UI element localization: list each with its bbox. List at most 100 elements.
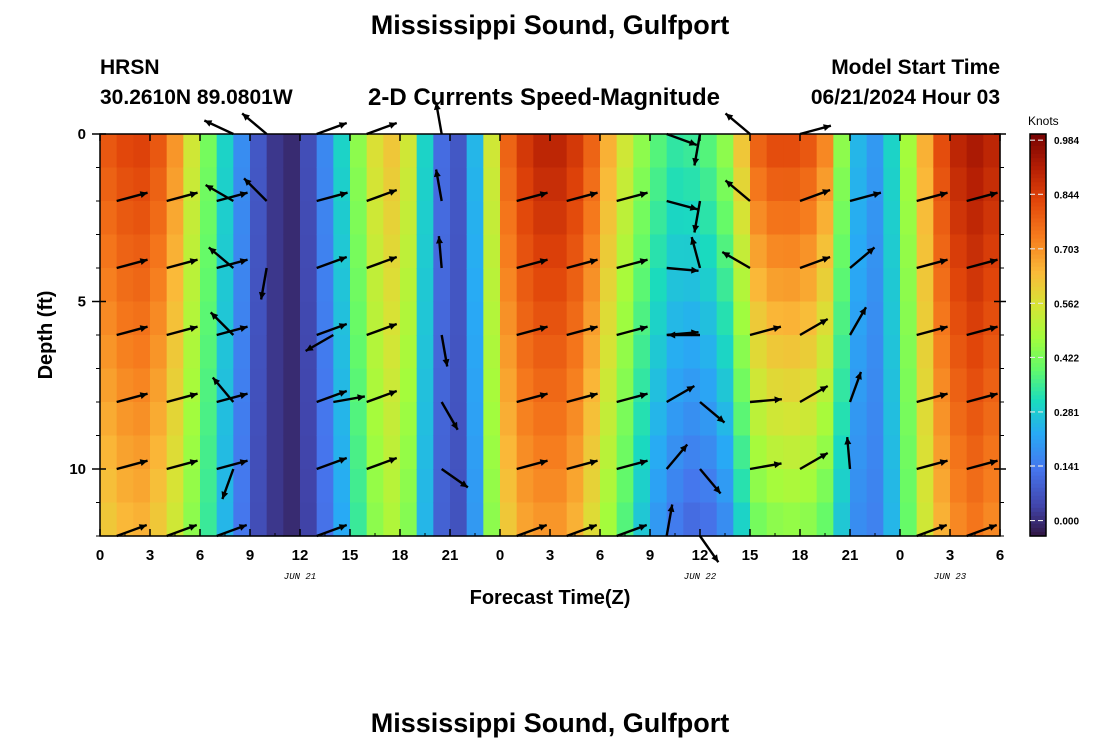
heat-cell	[200, 234, 218, 269]
current-arrow	[692, 200, 702, 233]
heat-cell	[433, 469, 451, 504]
colorbar-segment	[1030, 278, 1046, 284]
heat-cell	[583, 201, 601, 236]
heat-cell	[400, 435, 418, 470]
heat-cell	[850, 402, 868, 437]
heat-cell	[566, 134, 584, 169]
heat-cell	[450, 134, 468, 169]
heat-cell	[483, 234, 501, 269]
heat-cell	[866, 201, 884, 236]
colorbar-segment	[1030, 443, 1046, 449]
current-arrow	[916, 258, 948, 270]
heat-cell	[750, 134, 768, 169]
heat-cell	[150, 368, 168, 403]
heat-cell	[116, 268, 134, 303]
heat-cell	[633, 402, 651, 437]
heat-cell	[716, 335, 734, 370]
heat-cell	[766, 201, 784, 236]
heat-cell	[883, 469, 901, 504]
heat-cell	[800, 502, 818, 537]
heat-cell	[350, 335, 368, 370]
heat-cell	[983, 469, 1001, 504]
heat-cell	[683, 301, 701, 336]
heat-cell	[933, 469, 951, 504]
current-arrow	[616, 325, 648, 337]
heat-cell	[616, 368, 634, 403]
heat-cell	[666, 201, 684, 236]
heat-cell	[850, 268, 868, 303]
heat-cell	[483, 368, 501, 403]
heat-cell	[650, 402, 668, 437]
heat-cell	[600, 167, 618, 202]
heat-cell	[416, 201, 434, 236]
heat-cell	[400, 335, 418, 370]
colorbar-segment	[1030, 343, 1046, 348]
current-arrow	[666, 132, 698, 147]
heat-cell	[816, 268, 834, 303]
heat-cell	[116, 201, 134, 236]
heat-cell	[416, 134, 434, 169]
heat-cell	[266, 201, 284, 236]
heat-cell	[950, 502, 968, 537]
colorbar-segment	[1030, 330, 1046, 336]
heat-cell	[100, 167, 118, 202]
current-arrow	[916, 191, 948, 203]
heat-cell	[700, 167, 718, 202]
heat-cell	[500, 335, 518, 370]
heat-cell	[816, 201, 834, 236]
heat-cell	[100, 301, 118, 336]
heat-cell	[333, 368, 351, 403]
colorbar-segment	[1030, 266, 1046, 272]
heat-cell	[150, 502, 168, 537]
heat-cell	[650, 368, 668, 403]
heat-cell	[950, 435, 968, 470]
x-tick-label: 9	[646, 547, 654, 564]
heat-cell	[966, 201, 984, 236]
heat-cell	[783, 268, 801, 303]
heat-cell	[866, 234, 884, 269]
current-arrow	[616, 459, 648, 471]
heat-cell	[833, 502, 851, 537]
current-arrow	[316, 121, 348, 136]
heat-cell	[316, 469, 334, 504]
heat-cell	[283, 335, 301, 370]
current-arrow	[216, 258, 248, 270]
heat-cell	[566, 502, 584, 537]
heat-cell	[866, 402, 884, 437]
heat-cell	[500, 234, 518, 269]
heat-cell	[250, 201, 268, 236]
heat-cell	[833, 234, 851, 269]
heat-cell	[183, 201, 201, 236]
heat-cell	[216, 368, 234, 403]
heat-cell	[833, 368, 851, 403]
heat-cell	[700, 368, 718, 403]
heat-cell	[516, 167, 534, 202]
heat-cell	[350, 402, 368, 437]
heat-cell	[400, 402, 418, 437]
heat-cell	[700, 268, 718, 303]
heat-cell	[616, 134, 634, 169]
heat-cell	[266, 335, 284, 370]
heat-cell	[366, 469, 384, 504]
heat-cell	[300, 234, 318, 269]
station-coords: 30.2610N 89.0801W	[100, 86, 293, 109]
heat-cell	[683, 268, 701, 303]
current-arrow	[966, 325, 998, 337]
x-tick-label: 15	[742, 547, 759, 564]
colorbar-segment	[1030, 499, 1046, 505]
colorbar-segment	[1030, 302, 1046, 308]
heat-cell	[350, 268, 368, 303]
x-tick-label: 3	[946, 547, 954, 564]
colorbar-label: 0.703	[1054, 245, 1079, 256]
heat-cell	[700, 201, 718, 236]
heat-cell	[150, 335, 168, 370]
colorbar-segment	[1030, 150, 1046, 155]
heat-cell	[783, 502, 801, 537]
model-start-value: 06/21/2024 Hour 03	[810, 86, 1000, 109]
colorbar-segment	[1030, 419, 1046, 425]
heat-cell	[550, 402, 568, 437]
colorbar-segment	[1030, 339, 1046, 344]
heat-cell	[516, 201, 534, 236]
heat-cell	[650, 234, 668, 269]
heat-cell	[533, 469, 551, 504]
